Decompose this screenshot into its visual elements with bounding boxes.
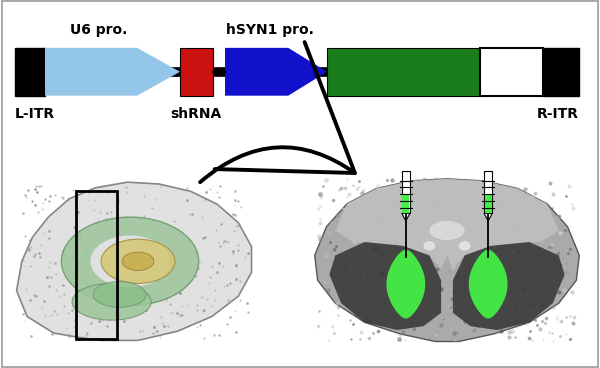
Bar <box>15 48 45 96</box>
Ellipse shape <box>91 236 170 287</box>
Ellipse shape <box>72 283 151 320</box>
Ellipse shape <box>459 241 470 251</box>
Polygon shape <box>329 242 441 330</box>
Bar <box>543 48 579 96</box>
Bar <box>480 48 543 96</box>
Ellipse shape <box>424 241 435 251</box>
Ellipse shape <box>430 221 464 240</box>
Text: shRNA: shRNA <box>170 107 222 121</box>
Ellipse shape <box>93 282 146 307</box>
Text: hrGFP: hrGFP <box>374 63 432 81</box>
Bar <box>403 194 409 213</box>
Text: L-ITR: L-ITR <box>15 107 55 121</box>
Text: poly A: poly A <box>487 65 536 79</box>
FancyArrowPatch shape <box>200 42 355 182</box>
Bar <box>76 191 117 339</box>
Polygon shape <box>225 48 327 96</box>
Ellipse shape <box>101 239 175 283</box>
Polygon shape <box>484 213 492 221</box>
Polygon shape <box>45 48 180 96</box>
Polygon shape <box>17 182 251 340</box>
Polygon shape <box>335 179 559 269</box>
Bar <box>485 194 491 213</box>
Polygon shape <box>314 179 580 342</box>
Text: U6 pro.: U6 pro. <box>70 23 128 37</box>
Bar <box>327 48 480 96</box>
Ellipse shape <box>122 252 154 270</box>
Ellipse shape <box>61 217 199 305</box>
Text: R-ITR: R-ITR <box>537 107 579 121</box>
Text: hSYN1 pro.: hSYN1 pro. <box>226 23 314 37</box>
Polygon shape <box>469 250 508 319</box>
Bar <box>402 171 410 213</box>
Bar <box>180 48 213 96</box>
Polygon shape <box>402 213 410 221</box>
Polygon shape <box>386 250 425 319</box>
Bar <box>484 171 492 213</box>
Polygon shape <box>453 242 565 330</box>
